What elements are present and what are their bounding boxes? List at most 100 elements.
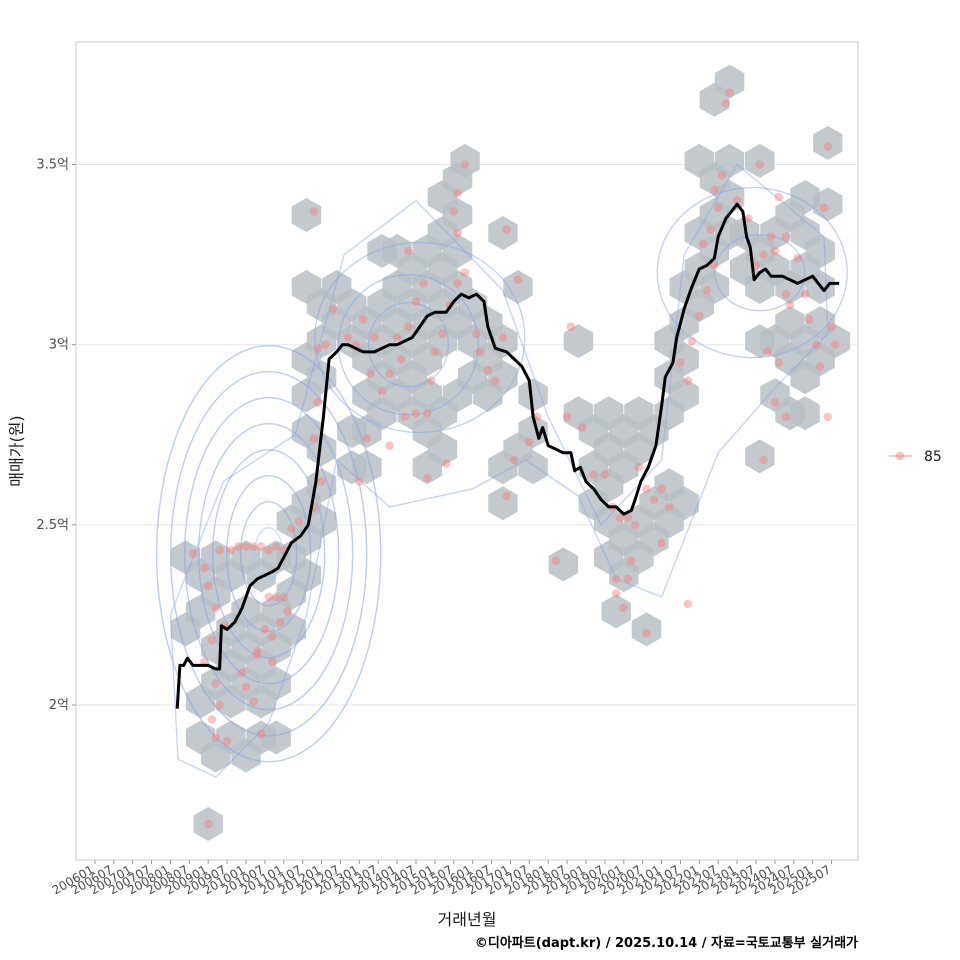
data-point [695, 311, 704, 321]
data-point [264, 545, 274, 555]
data-point [249, 697, 258, 706]
data-point [423, 473, 432, 483]
legend-label: 85 [924, 449, 942, 465]
data-point [234, 542, 243, 551]
data-point [264, 592, 274, 602]
hex-bin [745, 439, 775, 474]
hex-bin [291, 198, 322, 232]
data-point [249, 542, 258, 551]
data-point [759, 455, 768, 465]
data-point [770, 398, 780, 407]
hex-bin [548, 547, 579, 582]
hex-bin [193, 807, 223, 841]
data-point [404, 246, 413, 256]
data-point [309, 207, 319, 216]
data-point [498, 333, 508, 342]
source-caption: ©디아파트(dapt.kr) / 2025.10.14 / 자료=국토교통부 실… [475, 935, 858, 951]
data-point [207, 635, 217, 645]
hex-bin [337, 450, 367, 485]
data-point [200, 563, 209, 573]
density-contour [714, 233, 806, 312]
data-point [770, 246, 780, 256]
data-point [804, 315, 814, 324]
data-point [509, 455, 519, 465]
data-point [260, 625, 270, 634]
data-point [577, 423, 587, 432]
data-point [438, 329, 447, 339]
data-point [279, 592, 289, 602]
data-point [411, 408, 421, 418]
hex-bin [367, 234, 397, 268]
data-point [713, 203, 723, 213]
data-point [755, 160, 765, 169]
data-point [362, 434, 372, 443]
data-point [717, 171, 727, 180]
data-point [256, 729, 266, 739]
data-point [657, 538, 666, 548]
data-point [472, 329, 481, 339]
data-point [566, 322, 576, 332]
data-point [732, 196, 742, 205]
hex-bin [488, 450, 518, 485]
data-point [634, 462, 644, 472]
data-point [491, 376, 500, 386]
data-point [321, 340, 330, 350]
data-point [630, 520, 640, 530]
data-point [627, 556, 636, 566]
hex-bin [813, 125, 843, 160]
data-point [551, 556, 561, 566]
density-contour-outer [169, 163, 829, 778]
hex-bin [518, 378, 548, 413]
data-point [815, 362, 825, 371]
hex-bin [790, 180, 820, 214]
data-point [502, 225, 512, 234]
data-point [483, 365, 493, 375]
data-point [623, 513, 632, 522]
y-tick-label: 3.5억 [36, 158, 69, 173]
hex-bin [714, 64, 745, 99]
data-point [615, 513, 625, 522]
data-point [237, 668, 247, 677]
data-point [683, 376, 693, 386]
data-point [385, 441, 394, 450]
data-point [502, 491, 512, 501]
data-point [702, 286, 712, 295]
data-point [710, 185, 719, 194]
density-contour [225, 475, 312, 633]
trend-line-layer [175, 202, 840, 709]
data-point [328, 304, 338, 314]
hex-bin [805, 234, 835, 268]
data-point [317, 477, 326, 486]
data-point [759, 250, 768, 259]
legend: 85 [889, 449, 942, 465]
data-point [721, 99, 731, 108]
data-point [441, 459, 451, 468]
data-point [215, 545, 224, 555]
hex-bin [669, 486, 699, 521]
data-point [385, 369, 394, 378]
hex-bin [639, 522, 669, 557]
data-point [215, 700, 224, 710]
data-point [827, 322, 836, 332]
data-point [294, 517, 304, 526]
data-point [812, 340, 821, 350]
hex-bin [631, 612, 662, 647]
density-contour [183, 397, 354, 711]
density-contour [314, 241, 526, 434]
hex-bin [699, 270, 730, 304]
data-point [188, 549, 198, 558]
data-point [453, 279, 462, 288]
data-point [313, 344, 323, 353]
data-point [725, 88, 734, 97]
data-point [664, 502, 674, 512]
data-point [781, 232, 791, 241]
data-point [252, 646, 262, 656]
data-point [411, 297, 421, 306]
y-axis: 2억 2.5억 3억 3.5억 [36, 158, 76, 713]
hex-bin [503, 270, 533, 304]
data-point [687, 336, 697, 346]
data-point [283, 607, 292, 616]
data-point [377, 387, 387, 396]
data-point [460, 160, 470, 169]
